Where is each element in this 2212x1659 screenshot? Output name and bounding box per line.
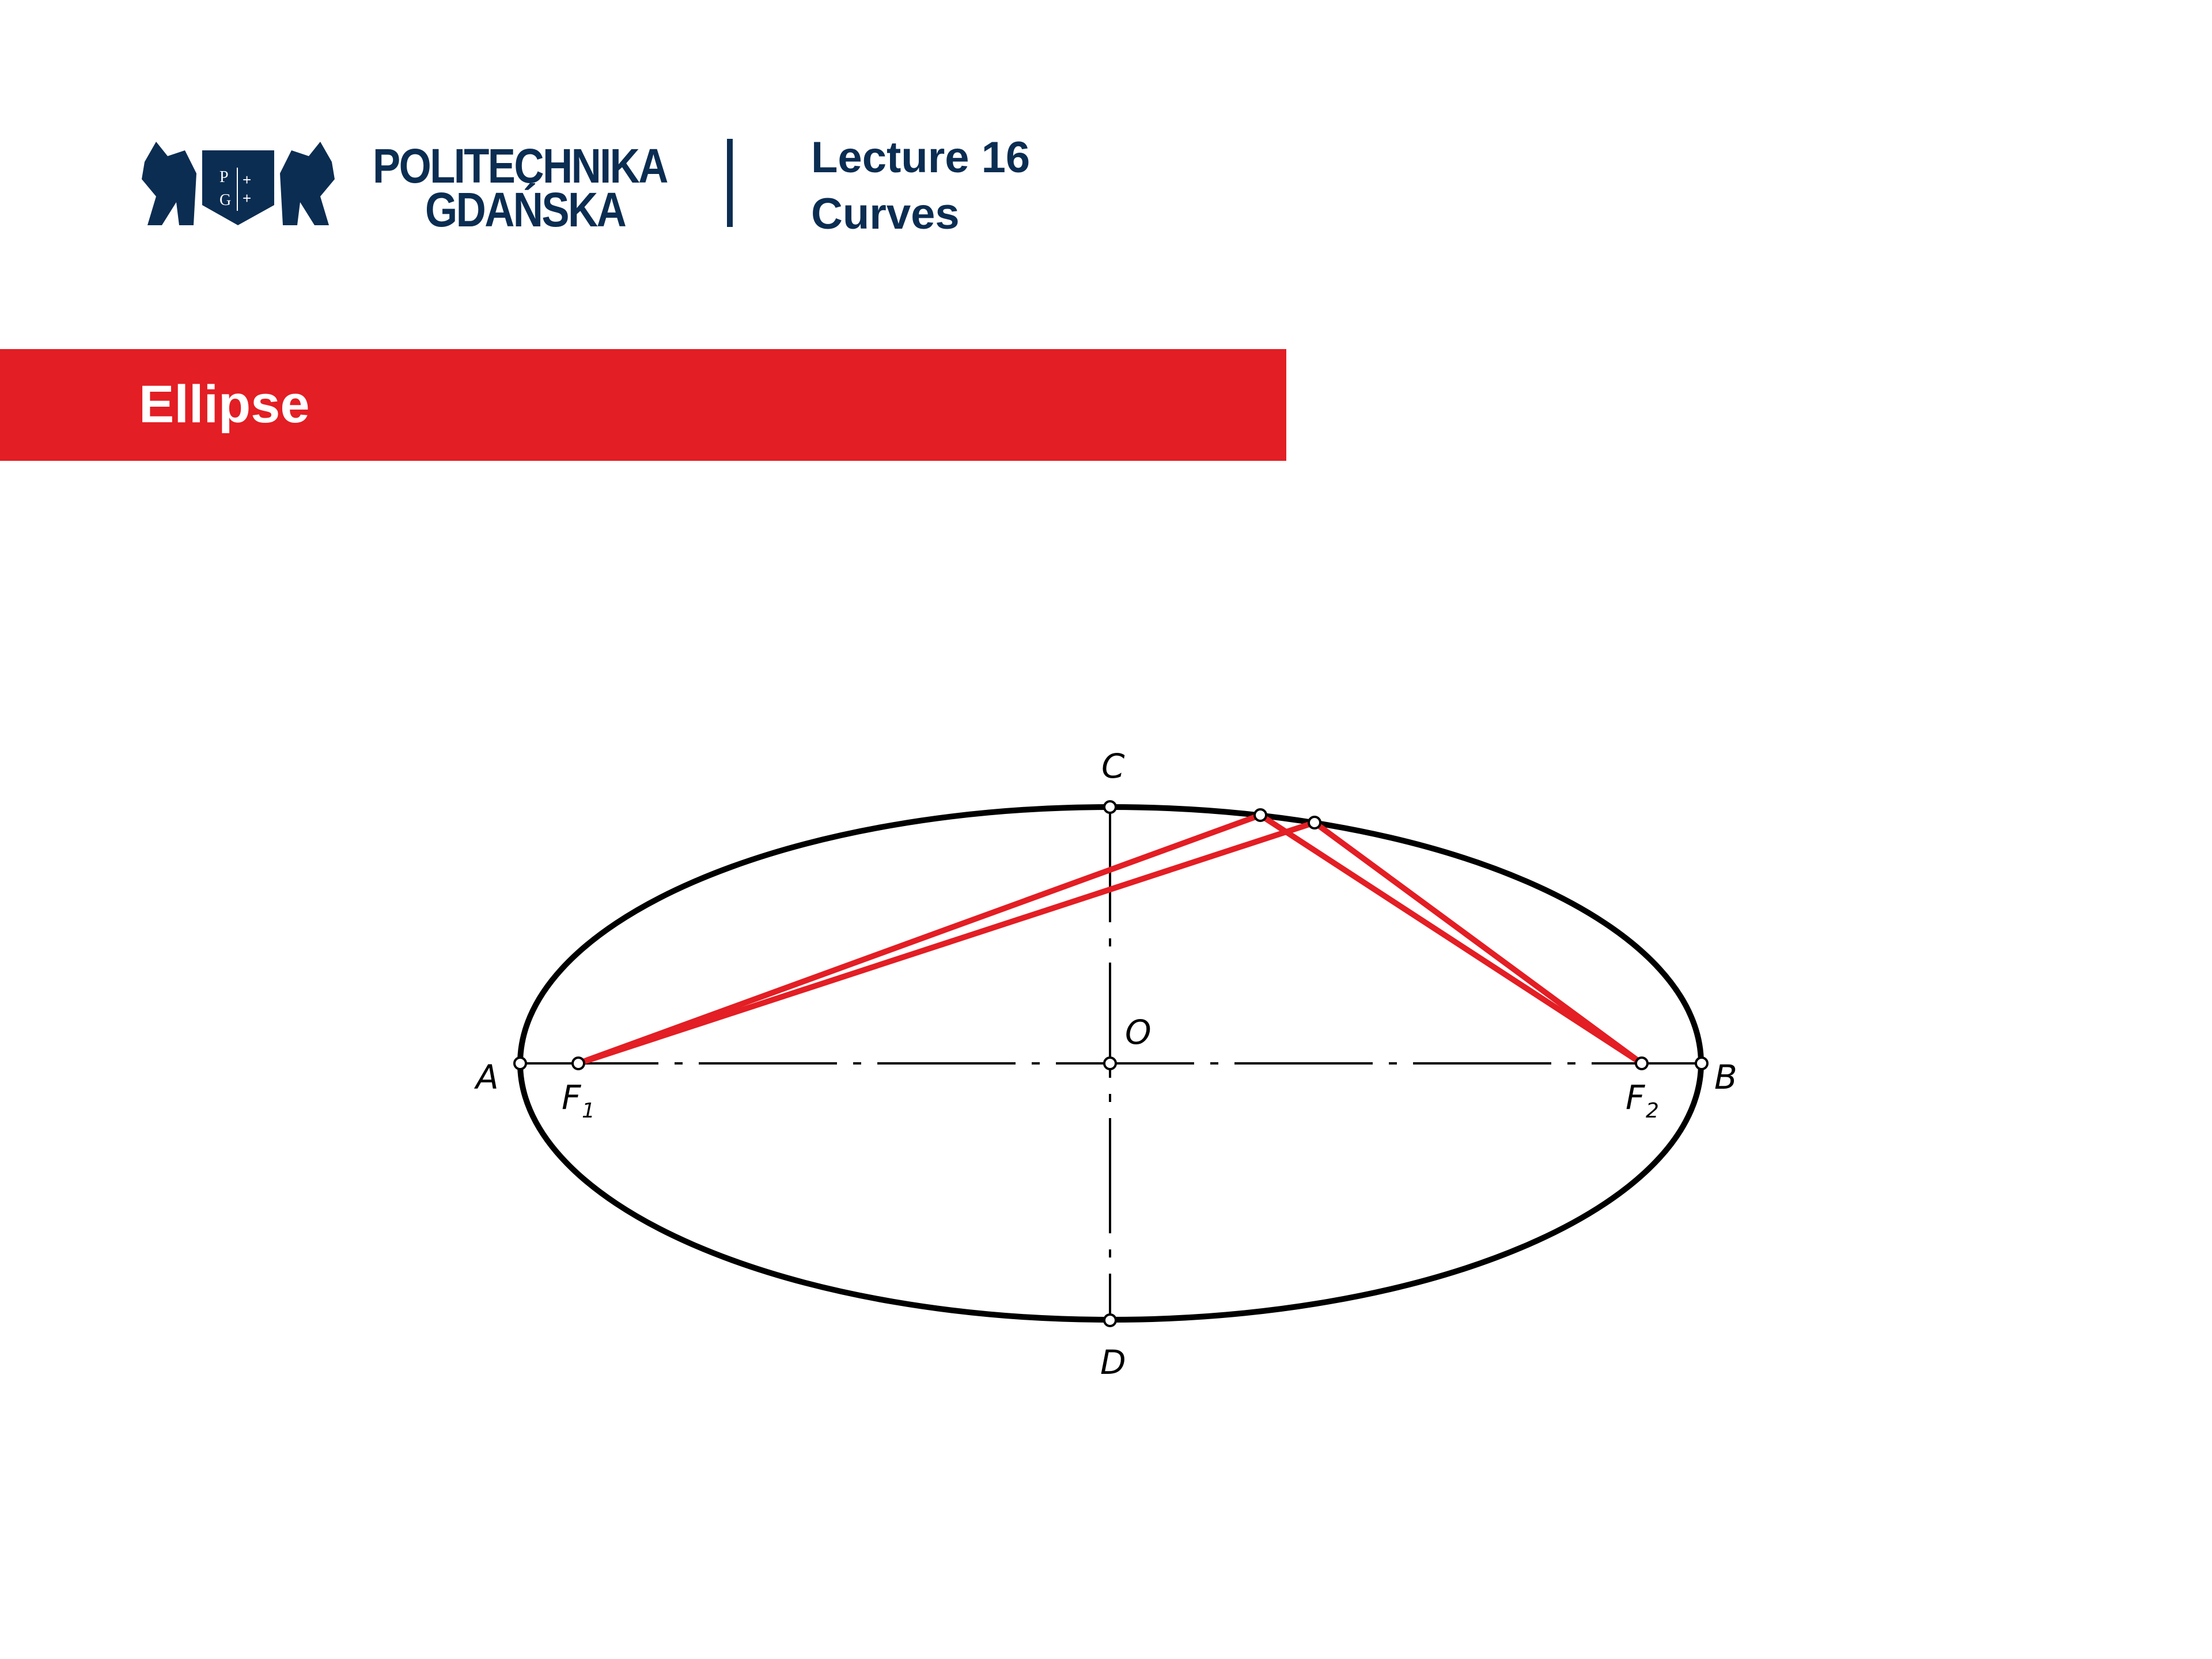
label-b: B (1714, 1058, 1737, 1097)
svg-text:G: G (219, 191, 231, 209)
header-divider (727, 139, 733, 227)
svg-text:+: + (243, 171, 251, 188)
label-f2: F (1626, 1078, 1646, 1117)
label-c: C (1101, 747, 1125, 786)
institution-name-line2: GDAŃSKA (425, 183, 627, 237)
point-b (1695, 1056, 1709, 1070)
point-f1 (571, 1056, 585, 1070)
label-f1: F (562, 1078, 582, 1117)
point-f2 (1635, 1056, 1649, 1070)
institution-name-line1: POLITECHNIKA (373, 139, 668, 193)
svg-text:P: P (219, 168, 229, 186)
ellipse-point-2 (1308, 816, 1321, 830)
section-title-band (0, 349, 1286, 461)
label-d: D (1100, 1343, 1126, 1382)
point-a (513, 1056, 527, 1070)
lecture-topic: Curves (811, 190, 960, 238)
label-f1-subscript: 1 (582, 1099, 595, 1123)
section-title: Ellipse (139, 375, 310, 434)
lecture-number: Lecture 16 (811, 133, 1031, 182)
point-d (1103, 1313, 1117, 1327)
label-o: O (1125, 1013, 1152, 1052)
point-c (1103, 800, 1117, 814)
svg-text:+: + (243, 190, 251, 207)
label-f2-subscript: 2 (1646, 1099, 1659, 1123)
ellipse-point-1 (1253, 808, 1267, 822)
point-o (1103, 1056, 1117, 1070)
label-a: A (474, 1058, 499, 1097)
politechnika-gdanska-logo: P G + + (142, 142, 335, 225)
